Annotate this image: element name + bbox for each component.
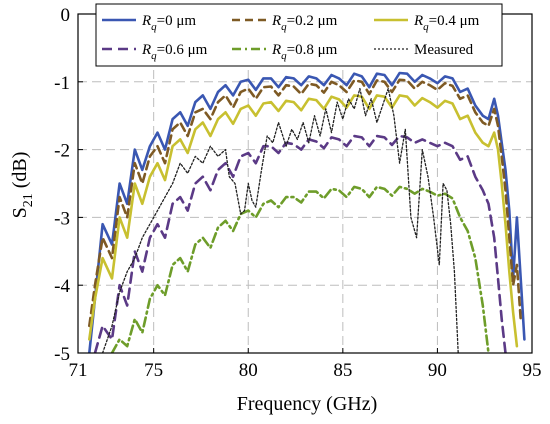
x-tick-label: 85 xyxy=(333,360,352,381)
legend-label-value: =0.2 μm xyxy=(287,13,338,29)
legend-label-main: R xyxy=(413,13,423,29)
legend-label-3: Rq=0.6 μm xyxy=(141,42,208,62)
series-layer xyxy=(88,71,526,353)
legend-label-subscript: q xyxy=(423,21,429,33)
legend-label-1: Rq=0.2 μm xyxy=(271,13,338,33)
legend-label-value: =0 μm xyxy=(157,13,197,29)
y-axis-title-subscript: 21 xyxy=(21,193,36,207)
series-line-4 xyxy=(110,185,490,353)
legend-label-subscript: q xyxy=(151,21,157,33)
legend-label-5: Measured xyxy=(414,42,474,58)
y-tick-label: -1 xyxy=(54,73,70,94)
legend-label-subscript: q xyxy=(281,50,287,62)
y-tick-label: -2 xyxy=(54,141,70,162)
series-line-5 xyxy=(101,87,459,353)
y-tick-label: 0 xyxy=(61,5,71,26)
x-axis-title: Frequency (GHz) xyxy=(237,393,378,415)
legend-label-2: Rq=0.4 μm xyxy=(413,13,480,33)
legend-label-main: R xyxy=(141,13,151,29)
legend-label-subscript: q xyxy=(151,50,157,62)
y-axis-title-main: S xyxy=(9,207,31,218)
x-tick-label: 90 xyxy=(428,360,447,381)
legend-label-main: R xyxy=(141,42,151,58)
y-tick-label: -5 xyxy=(54,344,70,365)
legend-box xyxy=(95,3,503,67)
series-line-0 xyxy=(88,71,526,353)
legend-label-value: =0.6 μm xyxy=(157,42,208,58)
series-line-3 xyxy=(93,134,507,353)
x-tick-label: 80 xyxy=(239,360,258,381)
legend-label-subscript: q xyxy=(281,21,287,33)
y-tick-label: -4 xyxy=(54,276,70,297)
series-line-1 xyxy=(88,78,522,328)
legend-label-0: Rq=0 μm xyxy=(141,13,196,33)
legend-label-main: R xyxy=(271,42,281,58)
x-tick-label: 71 xyxy=(69,360,88,381)
y-axis-title-unit: (dB) xyxy=(9,152,31,194)
legend-label-main: R xyxy=(271,13,281,29)
y-tick-label: -3 xyxy=(54,208,70,229)
x-tick-label: 75 xyxy=(144,360,163,381)
tick-labels: 71 75 80 85 90 95 0 -1 -2 -3 -4 -5 xyxy=(54,5,541,381)
series-line-2 xyxy=(88,94,519,348)
x-tick-label: 95 xyxy=(523,360,542,381)
legend-label-main: Measured xyxy=(414,42,474,58)
legend-label-value: =0.8 μm xyxy=(287,42,338,58)
legend-label-value: =0.4 μm xyxy=(429,13,480,29)
legend-label-4: Rq=0.8 μm xyxy=(271,42,338,62)
y-axis-title: S21 (dB) xyxy=(9,152,36,219)
